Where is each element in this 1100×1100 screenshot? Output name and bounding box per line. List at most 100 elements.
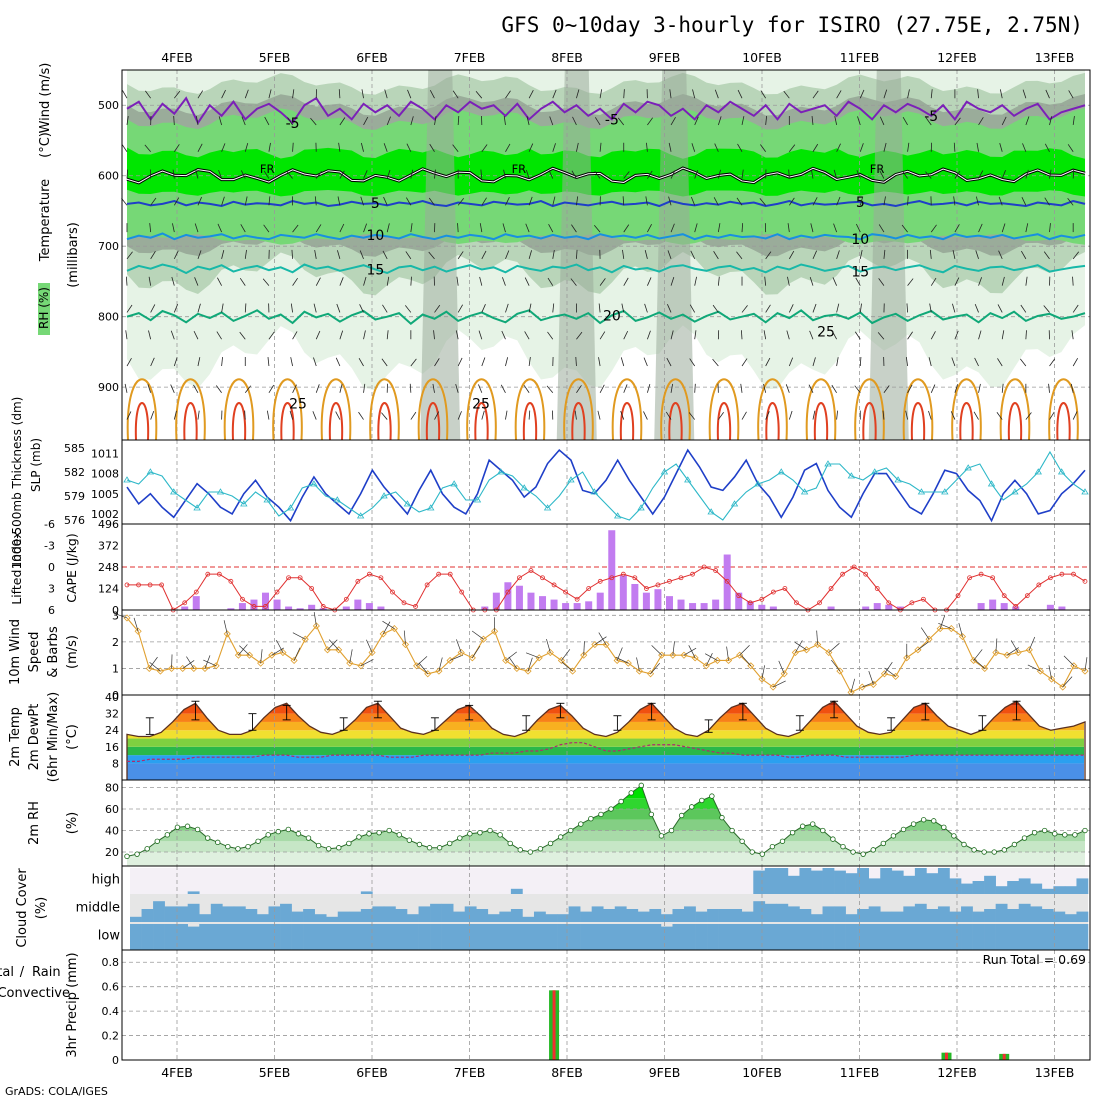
wind-barb <box>883 385 890 394</box>
wind-barb <box>552 196 556 206</box>
wind-speed-point <box>780 670 788 678</box>
cloud-cell <box>857 924 869 950</box>
wind-barb <box>594 171 601 179</box>
wind-barb <box>997 304 1003 313</box>
wind-barb <box>1072 304 1079 313</box>
wind-barb <box>172 169 175 179</box>
warm-contour-25 <box>611 378 643 441</box>
wind-barb <box>763 383 767 393</box>
cloud-cell <box>187 903 200 922</box>
temp-tick: 40 <box>105 691 119 704</box>
wind-barb <box>832 331 837 340</box>
cloud-cell <box>764 903 777 922</box>
temp-contour <box>126 232 1086 241</box>
cloud-cell <box>441 903 454 922</box>
wind-barb <box>883 142 887 152</box>
lifted-point <box>251 604 257 609</box>
thickness-point <box>567 476 575 483</box>
cloud-cell <box>718 909 731 922</box>
wind-barb <box>216 385 222 394</box>
rh-point <box>356 834 362 840</box>
wind-barb <box>268 142 271 152</box>
wind-barb <box>457 411 462 420</box>
lifted-point <box>159 582 165 588</box>
wind-barb <box>883 196 886 206</box>
wind-barb <box>855 277 861 286</box>
precip-convective-bar <box>1002 1053 1006 1060</box>
cloud-cell <box>141 909 154 922</box>
wind-barb <box>360 142 364 152</box>
wind-barb <box>1071 330 1074 340</box>
wind-speed-point <box>702 662 710 670</box>
surface-wind-barb <box>360 659 374 667</box>
cloud-cell <box>937 868 950 894</box>
wind-speed-point <box>925 635 933 643</box>
wind-barb <box>286 171 293 179</box>
wind-barb <box>314 249 317 259</box>
top-date-axis: 4FEB 5FEB 6FEB 7FEB 8FEB 9FEB 10FEB 11FEB 12FEB 1… <box>161 50 1074 65</box>
wind-barb <box>593 224 601 233</box>
wind-speed-point <box>669 651 677 659</box>
cloud-cell <box>291 911 304 922</box>
wind-barb <box>925 171 932 179</box>
wind-barb <box>694 116 699 126</box>
thickness-point <box>193 504 201 511</box>
surface-wind-barb <box>761 665 765 680</box>
lifted-point <box>828 586 834 591</box>
surface-wind-barb <box>508 656 518 669</box>
wind-barb <box>694 383 696 393</box>
wind-barb <box>455 384 459 393</box>
thickness-point <box>1057 468 1066 475</box>
cape-bar <box>308 604 316 610</box>
wind-speed-point <box>580 651 588 659</box>
cape-bar <box>689 603 697 610</box>
wind-barb <box>337 196 341 206</box>
surface-wind-barb <box>739 645 750 656</box>
wind-barb <box>1072 251 1080 260</box>
wind-barb <box>855 223 861 233</box>
wind-speed-point <box>524 667 532 675</box>
surface-wind-barb <box>1010 640 1019 653</box>
cloud-cell <box>210 903 223 922</box>
pressure-tick: 500 <box>98 99 119 112</box>
wind-barb <box>315 224 322 233</box>
cloud-cell <box>499 924 512 950</box>
wind-barb <box>929 303 932 313</box>
rh-point <box>315 842 322 849</box>
thickness-point <box>1011 488 1019 495</box>
temp-label-c: (6hr Min/Max) <box>46 692 61 782</box>
wind-speed-point <box>691 654 699 662</box>
lifted-tick: 6 <box>48 604 55 617</box>
warm-contour-25 <box>660 378 691 441</box>
thickness-point <box>847 472 856 479</box>
wind-barb <box>571 170 577 179</box>
date-label-bottom: 12FEB <box>937 1065 977 1080</box>
cloud-cell <box>580 911 592 922</box>
rh-point <box>557 834 564 840</box>
rh-point <box>204 835 211 841</box>
cloud-cell <box>649 924 662 950</box>
wind-barb <box>432 383 435 393</box>
cloud-cell <box>591 924 604 950</box>
wind-barb <box>925 117 932 126</box>
thickness-tick: 582 <box>64 466 85 479</box>
wind-barb <box>877 332 885 340</box>
wind-barb <box>859 89 865 99</box>
lifted-point <box>643 586 649 591</box>
wind-speed-point <box>914 646 922 654</box>
lifted-point <box>990 575 996 581</box>
wind-barb <box>339 223 345 233</box>
thickness-tick: 576 <box>64 514 85 527</box>
wind-barb <box>1020 358 1027 367</box>
surface-wind-barb <box>1048 665 1052 680</box>
lifted-point <box>309 586 315 591</box>
wind-barb <box>503 169 506 179</box>
surface-wind-barb <box>1063 655 1075 667</box>
cape-bar <box>539 596 547 610</box>
wind-barb <box>240 170 246 179</box>
surface-wind-barb <box>683 647 697 656</box>
lifted-point <box>136 582 141 588</box>
wind-barb <box>478 330 483 340</box>
wind-barb <box>623 171 630 179</box>
lifted-point <box>551 582 557 588</box>
